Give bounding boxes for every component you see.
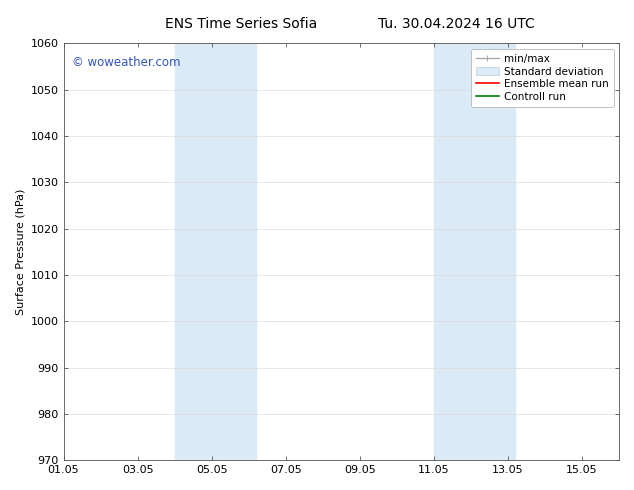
Legend: min/max, Standard deviation, Ensemble mean run, Controll run: min/max, Standard deviation, Ensemble me… [470,49,614,107]
Y-axis label: Surface Pressure (hPa): Surface Pressure (hPa) [15,189,25,315]
Bar [471,44,515,460]
Bar [174,44,256,460]
Text: © woweather.com: © woweather.com [72,56,181,69]
Bar [434,44,471,460]
Text: ENS Time Series Sofia: ENS Time Series Sofia [165,17,317,31]
Text: Tu. 30.04.2024 16 UTC: Tu. 30.04.2024 16 UTC [378,17,535,31]
